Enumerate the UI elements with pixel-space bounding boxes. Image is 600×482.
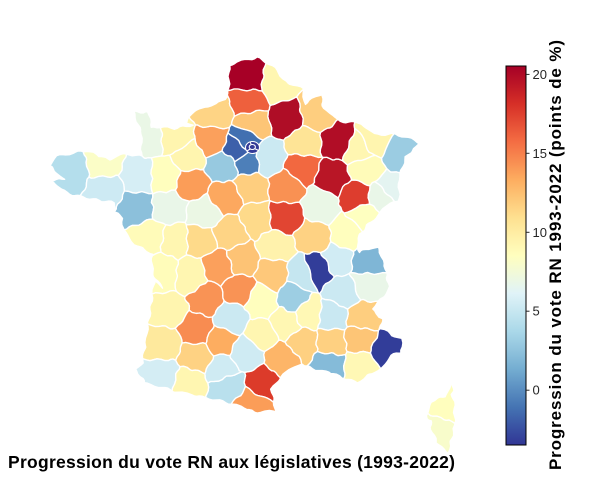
svg-text:Progression du vote RN 1993-20: Progression du vote RN 1993-2022 (points… xyxy=(546,40,565,470)
svg-text:15: 15 xyxy=(533,146,547,161)
svg-text:10: 10 xyxy=(533,225,547,240)
svg-text:20: 20 xyxy=(533,67,547,82)
svg-text:Progression du vote RN aux lég: Progression du vote RN aux législatives … xyxy=(8,452,455,472)
svg-text:0: 0 xyxy=(533,383,540,398)
svg-text:5: 5 xyxy=(533,304,540,319)
